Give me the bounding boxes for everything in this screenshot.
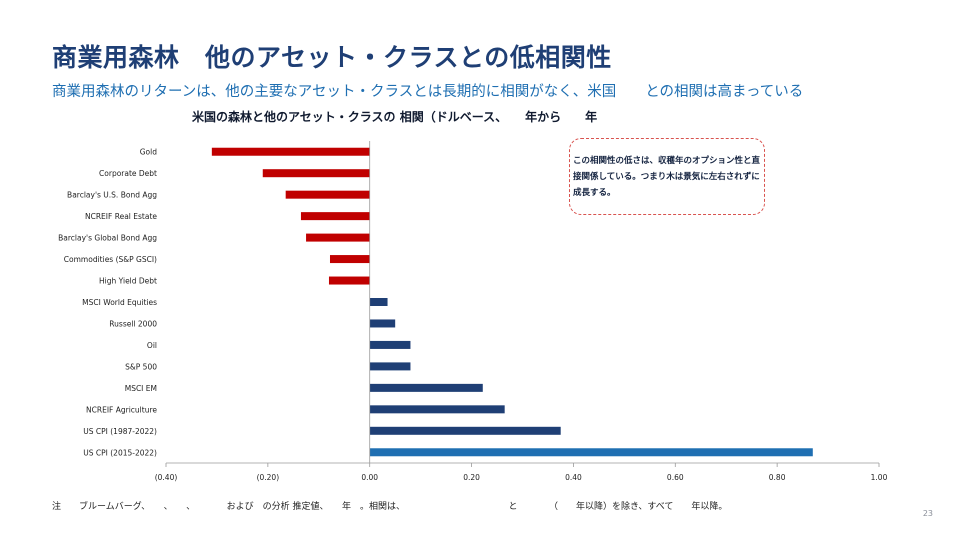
category-label: Oil bbox=[147, 341, 157, 350]
category-label: NCREIF Real Estate bbox=[85, 212, 157, 221]
category-label: Russell 2000 bbox=[109, 319, 157, 328]
category-label: NCREIF Agriculture bbox=[86, 405, 157, 414]
chart-title: 米国の森林と他のアセット・クラスの 相関（ドルベース、 年から 年 bbox=[192, 110, 598, 124]
x-tick-label: 0.20 bbox=[463, 473, 480, 482]
category-label: Barclay's Global Bond Agg bbox=[58, 234, 157, 243]
bar bbox=[369, 319, 396, 328]
category-label: MSCI EM bbox=[125, 384, 157, 393]
bar bbox=[369, 298, 388, 306]
category-label: Gold bbox=[140, 148, 157, 157]
category-label: MSCI World Equities bbox=[82, 298, 157, 307]
bar bbox=[369, 448, 813, 457]
category-label: Barclay's U.S. Bond Agg bbox=[67, 191, 157, 200]
bar bbox=[306, 233, 370, 242]
x-tick-label: 0.60 bbox=[667, 473, 684, 482]
bar bbox=[211, 147, 370, 156]
bar bbox=[285, 190, 370, 199]
footnote: 注 ブルームバーグ、 、 、 および の分析 推定値、 年 。相関は、 と （ … bbox=[52, 502, 728, 512]
category-label: Commodities (S&P GSCI) bbox=[64, 255, 157, 264]
slide-title: 商業用森林 他のアセット・クラスとの低相関性 bbox=[52, 43, 612, 72]
bar bbox=[369, 383, 483, 392]
bar bbox=[328, 276, 370, 285]
category-label: Corporate Debt bbox=[99, 169, 157, 178]
category-label: S&P 500 bbox=[125, 362, 157, 371]
bar bbox=[369, 405, 505, 414]
slide-subtitle: 商業用森林のリターンは、他の主要なアセット・クラスとは長期的に相関がなく、米国 … bbox=[52, 84, 804, 100]
bar bbox=[329, 255, 370, 264]
x-tick-label: 1.00 bbox=[871, 473, 888, 482]
x-tick-label: 0.40 bbox=[565, 473, 582, 482]
correlation-bar-chart: Gold Corporate Debt Barclay's U.S. Bond Ag… bbox=[58, 141, 888, 482]
bar bbox=[369, 340, 411, 349]
x-tick-label: 0.00 bbox=[361, 473, 378, 482]
bar bbox=[369, 426, 561, 435]
category-label: US CPI (1987-2022) bbox=[83, 427, 157, 436]
bar bbox=[262, 169, 370, 178]
x-tick-label: (0.40) bbox=[155, 473, 178, 482]
x-tick-label: (0.20) bbox=[257, 473, 280, 482]
category-label: US CPI (2015-2022) bbox=[83, 448, 157, 457]
page-number: 23 bbox=[922, 509, 933, 518]
bar bbox=[300, 212, 370, 221]
x-tick-label: 0.80 bbox=[769, 473, 786, 482]
bar bbox=[369, 362, 411, 371]
category-label: High Yield Debt bbox=[99, 277, 157, 286]
callout-note: この相関性の低さは、収穫年のオプション性と直接関係している。つまり木は景気に左右… bbox=[569, 138, 765, 215]
